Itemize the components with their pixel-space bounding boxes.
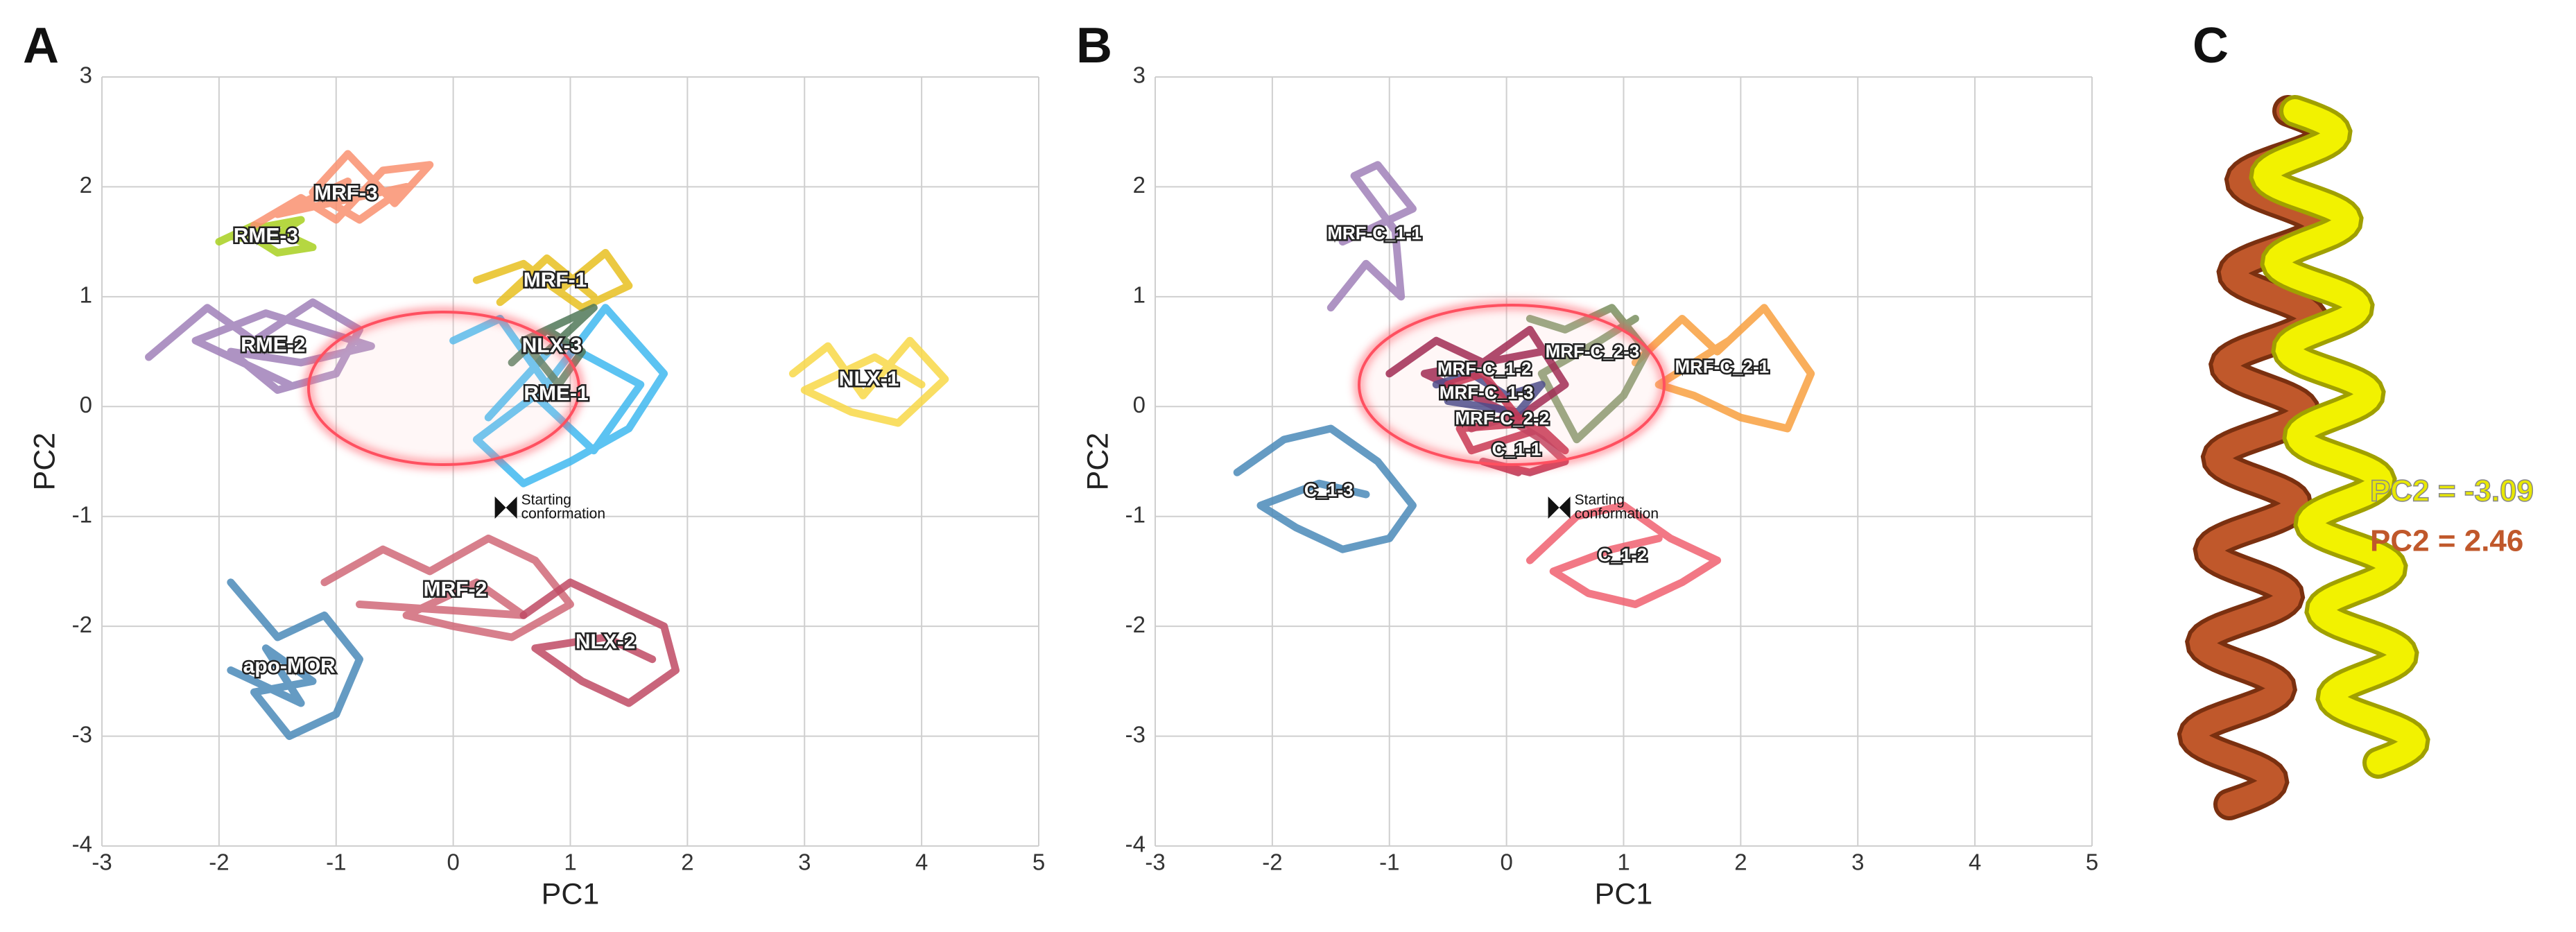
annotation-text: Starting: [521, 492, 571, 508]
trajectory: [320, 534, 574, 641]
x-tick-label: 5: [2086, 849, 2098, 875]
cluster-label: C_1-2: [1598, 544, 1648, 565]
cluster-label: RME-3: [234, 225, 298, 248]
trajectory: [788, 336, 949, 427]
y-tick-label: 2: [1133, 172, 1146, 198]
x-tick-label: 1: [564, 849, 576, 875]
y-tick-label: 0: [80, 392, 92, 417]
trajectory: [227, 578, 363, 741]
helix: [2253, 99, 2426, 775]
x-tick-label: 5: [1032, 849, 1045, 875]
panel-letter: C: [2193, 18, 2229, 74]
annotation-text: Starting: [1575, 492, 1625, 508]
panel-letter: B: [1076, 18, 1112, 74]
cluster-label: MRF-C_2-1: [1675, 356, 1769, 377]
x-tick-label: -3: [1145, 849, 1165, 875]
y-tick-label: -4: [1125, 831, 1146, 857]
y-tick-label: -3: [72, 721, 92, 747]
cluster-label: NLX-1: [839, 368, 899, 390]
highlight: [1358, 304, 1666, 466]
cluster-label: MRF-1: [524, 269, 587, 292]
trajectory: [472, 249, 633, 312]
x-tick-label: 4: [1969, 849, 1981, 875]
cluster-label: MRF-C_2-3: [1546, 341, 1640, 362]
x-axis-label: PC1: [1595, 877, 1653, 911]
cluster-label: NLX-2: [576, 630, 636, 653]
y-tick-label: -3: [1125, 721, 1146, 747]
cluster-label: C_1-1: [1492, 439, 1541, 460]
x-tick-label: 2: [1734, 849, 1747, 875]
cluster-label: NLX-3: [522, 334, 582, 357]
cluster-label: RME-1: [524, 382, 588, 405]
start-marker: [1548, 497, 1571, 519]
x-tick-label: 3: [798, 849, 811, 875]
cluster-label: apo-MOR: [243, 655, 336, 678]
x-tick-label: 0: [1500, 849, 1512, 875]
panel-letter: A: [23, 18, 59, 74]
y-tick-label: 2: [80, 172, 92, 198]
x-tick-label: -1: [326, 849, 346, 875]
x-tick-label: -3: [92, 849, 112, 875]
trajectory: [1233, 424, 1417, 553]
trajectory: [508, 304, 598, 389]
x-tick-label: 3: [1851, 849, 1864, 875]
y-tick-label: 1: [1133, 282, 1146, 308]
trajectory: [1444, 370, 1569, 455]
trajectory: [1631, 304, 1815, 433]
annotation-text: conformation: [1575, 506, 1659, 522]
cluster-label: RME-2: [241, 334, 305, 356]
cluster-label: MRF-C_1-2: [1437, 358, 1532, 379]
x-tick-label: -1: [1379, 849, 1399, 875]
x-tick-label: 0: [447, 849, 459, 875]
pc2-label: PC2 = 2.46: [2370, 524, 2523, 558]
cluster-label: MRF-C_1-3: [1440, 382, 1534, 403]
y-tick-label: -1: [1125, 501, 1146, 527]
cluster-label: MRF-C_2-2: [1455, 408, 1549, 429]
chart: -3 -2 -1 0 1 2 3 4 5-4-3-2-10123PC1PC2BC_1-3C_1-…: [1076, 18, 2098, 911]
trajectory: [1525, 501, 1722, 608]
x-tick-label: 1: [1617, 849, 1630, 875]
y-axis-label: PC2: [28, 433, 61, 491]
y-tick-label: 3: [80, 62, 92, 88]
trajectory: [519, 578, 680, 707]
y-tick-label: -2: [72, 612, 92, 637]
y-axis-label: PC2: [1081, 433, 1114, 491]
x-tick-label: 4: [915, 849, 928, 875]
x-tick-label: -2: [209, 849, 229, 875]
annotation-text: conformation: [521, 506, 605, 522]
y-tick-label: 3: [1133, 62, 1146, 88]
trajectory: [1525, 304, 1651, 444]
trajectory: [215, 216, 317, 257]
y-tick-label: 1: [80, 282, 92, 308]
cluster-label: MRF-C_1-1: [1327, 223, 1421, 243]
trajectory: [449, 304, 668, 487]
chart: -3 -2 -1 0 1 2 3 4 5-4-3-2-10123PC1PC2Aapo-MORMR…: [23, 18, 1045, 911]
pc2-label: PC2 = -3.09: [2370, 474, 2534, 508]
y-tick-label: -2: [1125, 612, 1146, 637]
y-tick-label: -1: [72, 501, 92, 527]
highlight: [307, 311, 580, 466]
y-tick-label: 0: [1133, 392, 1146, 417]
start-marker: [494, 497, 517, 519]
x-axis-label: PC1: [542, 877, 600, 911]
cluster-label: MRF-2: [424, 578, 487, 601]
y-tick-label: -4: [72, 831, 92, 857]
trajectory: [250, 150, 434, 230]
x-tick-label: 2: [681, 849, 693, 875]
trajectory: [1326, 161, 1417, 312]
cluster-label: MRF-3: [314, 182, 378, 205]
x-tick-label: -2: [1262, 849, 1282, 875]
panel-c: C PC2 = -3.09 PC2 = 2.46: [2177, 18, 2534, 820]
trajectory: [145, 298, 375, 394]
cluster-label: C_1-3: [1304, 480, 1354, 501]
